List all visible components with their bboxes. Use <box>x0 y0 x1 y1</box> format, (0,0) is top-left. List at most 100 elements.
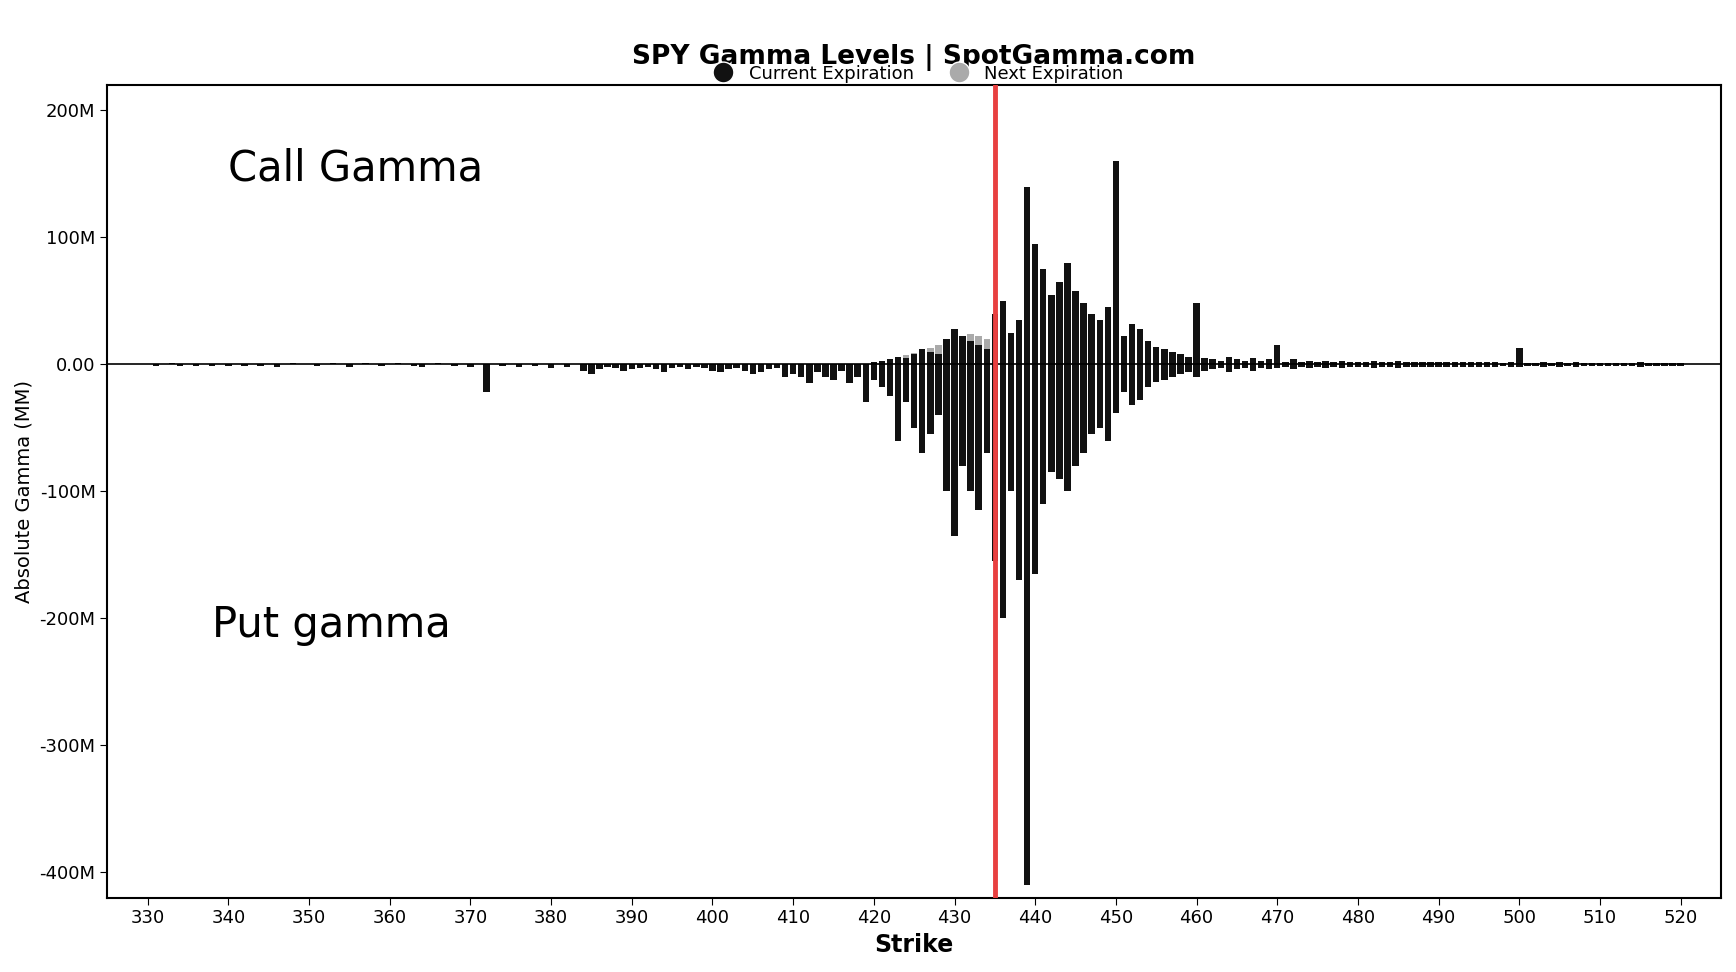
Bar <box>991 314 998 364</box>
Bar <box>871 364 877 380</box>
Bar <box>1283 364 1288 366</box>
Bar <box>1266 360 1272 364</box>
Bar <box>927 352 934 364</box>
Title: SPY Gamma Levels | SpotGamma.com: SPY Gamma Levels | SpotGamma.com <box>632 44 1196 71</box>
Bar <box>1193 364 1200 377</box>
Bar <box>927 364 934 381</box>
Bar <box>1451 364 1458 366</box>
Bar <box>967 341 974 364</box>
Bar <box>628 364 635 369</box>
Bar <box>1443 364 1450 366</box>
Bar <box>1420 364 1425 366</box>
Bar <box>1259 361 1264 364</box>
Bar <box>918 349 925 364</box>
Bar <box>1646 364 1651 365</box>
Bar <box>1403 364 1410 366</box>
Bar <box>418 364 425 366</box>
Bar <box>814 364 821 372</box>
Bar <box>911 354 917 364</box>
Bar <box>790 364 797 374</box>
Bar <box>1040 357 1047 364</box>
Bar <box>976 345 983 364</box>
Bar <box>918 364 925 453</box>
Bar <box>1637 364 1644 366</box>
Bar <box>1580 364 1587 365</box>
Bar <box>1049 295 1054 364</box>
Bar <box>1516 348 1522 364</box>
Bar <box>766 364 773 369</box>
Bar <box>1314 362 1321 364</box>
Bar <box>967 364 974 491</box>
Bar <box>241 364 248 365</box>
Bar <box>894 364 901 440</box>
Bar <box>1000 364 1007 387</box>
Bar <box>1073 362 1078 364</box>
Bar <box>717 364 724 372</box>
Bar <box>1509 364 1514 366</box>
Bar <box>1153 347 1160 364</box>
Bar <box>943 339 950 364</box>
Bar <box>984 339 990 364</box>
Bar <box>854 364 861 377</box>
Bar <box>1009 364 1014 383</box>
Bar <box>1299 364 1305 366</box>
Bar <box>878 361 885 364</box>
Bar <box>960 364 965 466</box>
Bar <box>1378 362 1385 364</box>
Bar <box>927 364 934 434</box>
Bar <box>991 327 998 364</box>
Bar <box>1031 354 1038 364</box>
Bar <box>1097 364 1102 428</box>
Bar <box>620 364 627 370</box>
Bar <box>951 364 958 390</box>
Bar <box>757 364 764 372</box>
Bar <box>1396 364 1401 368</box>
Bar <box>1460 364 1465 366</box>
Bar <box>1088 364 1095 434</box>
Bar <box>531 364 538 365</box>
Bar <box>1573 364 1580 366</box>
Bar <box>1040 364 1047 504</box>
Bar <box>911 364 917 376</box>
Bar <box>1031 364 1038 573</box>
Bar <box>903 364 910 373</box>
Bar <box>411 364 417 365</box>
Bar <box>1491 362 1498 364</box>
Bar <box>1573 362 1580 364</box>
Bar <box>1137 329 1144 364</box>
Bar <box>1305 361 1312 364</box>
Bar <box>1153 364 1160 382</box>
Bar <box>595 364 602 369</box>
Bar <box>1146 341 1151 364</box>
Bar <box>1009 364 1014 491</box>
Bar <box>960 364 965 393</box>
Bar <box>936 364 941 415</box>
Bar <box>1186 357 1191 364</box>
Bar <box>314 364 321 365</box>
Bar <box>613 364 620 368</box>
Bar <box>967 333 974 364</box>
Bar <box>1055 282 1062 364</box>
Bar <box>943 364 950 491</box>
Bar <box>1177 364 1184 374</box>
Bar <box>1031 244 1038 364</box>
Bar <box>1403 362 1410 364</box>
Bar <box>604 364 611 366</box>
Bar <box>1613 364 1620 365</box>
Bar <box>887 364 894 368</box>
Bar <box>1661 364 1668 365</box>
Bar <box>991 364 998 402</box>
Bar <box>1314 364 1321 366</box>
Bar <box>1097 320 1102 364</box>
Bar <box>976 364 983 393</box>
Bar <box>1210 364 1215 369</box>
Bar <box>668 364 675 368</box>
Bar <box>589 364 595 374</box>
Bar <box>1146 364 1151 387</box>
Bar <box>1210 360 1215 364</box>
Bar <box>208 364 215 365</box>
Bar <box>871 362 877 364</box>
Bar <box>1436 364 1443 366</box>
Bar <box>1055 364 1062 369</box>
Bar <box>549 364 554 368</box>
